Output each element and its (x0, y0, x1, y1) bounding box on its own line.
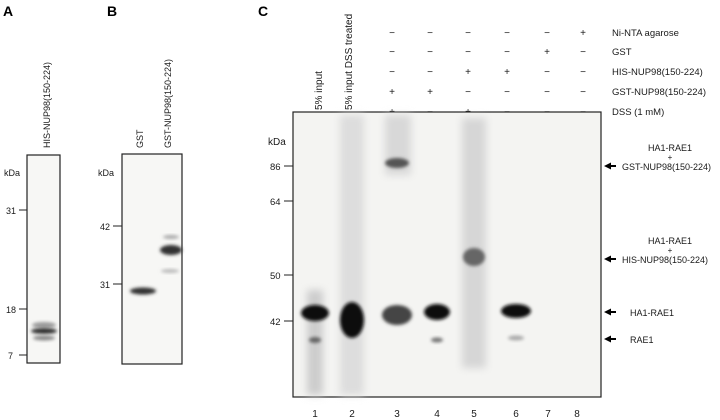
condition-sign: + (544, 47, 550, 58)
lane-title-input-dss: 5% input DSS treated (344, 14, 355, 110)
gel-bands (301, 115, 531, 395)
condition-label: Ni-NTA agarose (612, 28, 679, 39)
lane-number: 5 (471, 409, 477, 420)
panel-b-letter: B (107, 3, 117, 19)
condition-sign: − (580, 67, 586, 78)
panel-c-kda-label: kDa (268, 137, 286, 148)
band (161, 269, 179, 273)
panel-b-gel (121, 153, 183, 365)
lane-number: 3 (394, 409, 400, 420)
lane-smear (462, 118, 486, 368)
condition-sign: + (465, 67, 471, 78)
panel-c-marker-86: 86 (270, 162, 281, 173)
band-rae1 (309, 337, 321, 343)
panel-a-marker-7: 7 (8, 351, 13, 361)
lane-numbers: 1 2 3 4 5 6 7 8 (312, 409, 580, 420)
panel-a: A HIS-NUP98(150-224) kDa 31 18 7 (3, 3, 61, 364)
condition-sign: − (427, 67, 433, 78)
arrow-left-icon (604, 308, 616, 316)
panel-c-gel (292, 111, 602, 398)
band-rae1 (431, 337, 443, 343)
annotation-plus: + (668, 246, 673, 255)
annotation-line1: HA1-RAE1 (648, 143, 692, 153)
band-ha1-rae1 (301, 305, 329, 321)
condition-label: HIS-NUP98(150-224) (612, 67, 703, 78)
condition-sign: − (504, 87, 510, 98)
panel-a-marker-18: 18 (6, 305, 16, 315)
panel-a-lane-label: HIS-NUP98(150-224) (42, 62, 52, 148)
band-ha1-rae1 (340, 302, 364, 338)
condition-label: DSS (1 mM) (612, 107, 664, 118)
condition-sign: + (580, 28, 586, 39)
annotation-label: RAE1 (630, 335, 654, 345)
condition-sign: − (504, 28, 510, 39)
condition-label: GST-NUP98(150-224) (612, 87, 706, 98)
band-ha1-rae1-gst-nup98 (385, 158, 409, 168)
band-ha1-rae1 (382, 305, 412, 325)
lane-number: 4 (434, 409, 440, 420)
condition-table: − − − − − + Ni-NTA agarose − − − − + − GST − − + + − − HIS-N… (389, 28, 706, 118)
condition-sign: + (389, 87, 395, 98)
band-annotations: HA1-RAE1+GST-NUP98(150-224)HA1-RAE1+HIS-… (604, 143, 711, 345)
condition-sign: + (504, 67, 510, 78)
condition-sign: − (465, 47, 471, 58)
lane-number: 6 (513, 409, 519, 420)
lane-title-input: 5% input (314, 71, 325, 110)
panel-c-marker-64: 64 (270, 197, 281, 208)
condition-sign: − (389, 28, 395, 39)
band (31, 328, 57, 334)
panel-c-marker-42: 42 (270, 317, 281, 328)
band (160, 245, 182, 255)
panel-c-marker-50: 50 (270, 271, 281, 282)
condition-sign: − (544, 28, 550, 39)
lane-number: 2 (349, 409, 355, 420)
panel-b-marker-31: 31 (100, 280, 110, 290)
band (130, 287, 156, 295)
condition-sign: + (427, 87, 433, 98)
annotation-line2: GST-NUP98(150-224) (622, 162, 711, 172)
annotation-plus: + (668, 153, 673, 162)
lane-number: 8 (574, 409, 580, 420)
band-ha1-rae1 (424, 304, 450, 320)
band (32, 322, 56, 328)
panel-c: C 5% input 5% input DSS treated − − − − − + Ni… (258, 3, 711, 420)
panel-b: B GST GST-NUP98(150-224) kDa 42 31 (98, 3, 183, 365)
band (33, 335, 55, 341)
band-rae1 (508, 335, 524, 341)
panel-b-lane-label-gst-nup98: GST-NUP98(150-224) (163, 59, 173, 148)
arrow-left-icon (604, 162, 616, 170)
condition-sign: − (544, 67, 550, 78)
condition-sign: − (427, 28, 433, 39)
panel-a-letter: A (3, 3, 13, 19)
condition-sign: − (465, 28, 471, 39)
annotation-line2: HIS-NUP98(150-224) (622, 255, 708, 265)
band-ha1-rae1-his-nup98 (463, 248, 485, 266)
condition-sign: − (544, 87, 550, 98)
panel-c-letter: C (258, 3, 268, 19)
panel-a-marker-31: 31 (6, 206, 16, 216)
condition-sign: − (427, 47, 433, 58)
panel-c-markers: 86 64 50 42 (270, 162, 293, 328)
condition-sign: − (465, 87, 471, 98)
lane-number: 7 (545, 409, 551, 420)
panel-b-lane-label-gst: GST (135, 129, 145, 148)
arrow-left-icon (604, 255, 616, 263)
condition-sign: − (580, 47, 586, 58)
band (163, 235, 179, 239)
condition-label: GST (612, 47, 632, 58)
annotation-line1: HA1-RAE1 (648, 236, 692, 246)
arrow-left-icon (604, 335, 616, 343)
panel-a-kda-label: kDa (4, 168, 20, 178)
lane-smear (340, 115, 364, 395)
panel-b-kda-label: kDa (98, 168, 114, 178)
band-ha1-rae1 (501, 304, 531, 318)
lane-number: 1 (312, 409, 318, 420)
condition-sign: − (504, 47, 510, 58)
annotation-label: HA1-RAE1 (630, 308, 674, 318)
condition-sign: − (389, 47, 395, 58)
panel-b-marker-42: 42 (100, 222, 110, 232)
condition-sign: − (389, 67, 395, 78)
condition-sign: − (580, 87, 586, 98)
